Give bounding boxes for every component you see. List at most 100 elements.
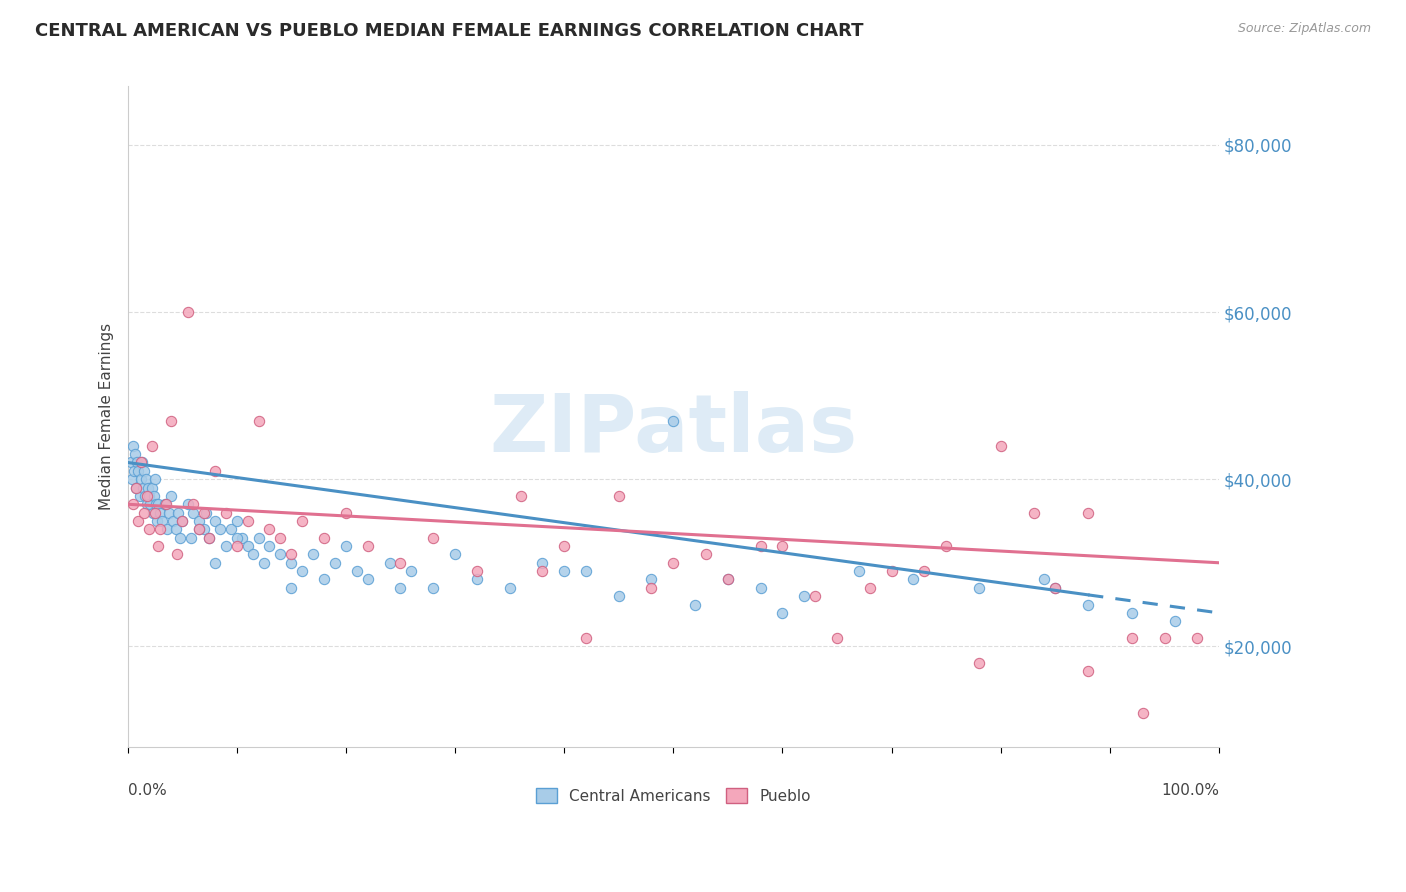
Point bbox=[160, 489, 183, 503]
Point bbox=[291, 514, 314, 528]
Point bbox=[153, 497, 176, 511]
Point bbox=[142, 506, 165, 520]
Point bbox=[225, 531, 247, 545]
Legend: Central Americans, Pueblo: Central Americans, Pueblo bbox=[527, 780, 818, 812]
Point bbox=[389, 556, 412, 570]
Point bbox=[280, 556, 302, 570]
Point bbox=[662, 556, 685, 570]
Point bbox=[607, 589, 630, 603]
Point bbox=[259, 539, 281, 553]
Point bbox=[640, 573, 662, 587]
Point bbox=[187, 522, 209, 536]
Point bbox=[253, 556, 276, 570]
Point bbox=[1033, 573, 1056, 587]
Point bbox=[772, 539, 794, 553]
Point bbox=[219, 522, 242, 536]
Point bbox=[143, 472, 166, 486]
Point bbox=[209, 522, 232, 536]
Point bbox=[531, 564, 554, 578]
Point bbox=[1045, 581, 1067, 595]
Point bbox=[134, 489, 156, 503]
Point bbox=[187, 522, 209, 536]
Point bbox=[793, 589, 815, 603]
Point bbox=[142, 489, 165, 503]
Point bbox=[120, 455, 142, 469]
Point bbox=[575, 564, 598, 578]
Point bbox=[553, 564, 575, 578]
Point bbox=[1077, 665, 1099, 679]
Point bbox=[575, 631, 598, 645]
Point bbox=[146, 514, 169, 528]
Point bbox=[749, 539, 772, 553]
Point bbox=[149, 522, 172, 536]
Point bbox=[280, 548, 302, 562]
Point bbox=[125, 481, 148, 495]
Point bbox=[662, 414, 685, 428]
Point bbox=[169, 531, 191, 545]
Point bbox=[162, 514, 184, 528]
Point bbox=[165, 522, 187, 536]
Point bbox=[312, 573, 335, 587]
Point bbox=[225, 514, 247, 528]
Point bbox=[231, 531, 253, 545]
Point bbox=[1121, 606, 1143, 620]
Point bbox=[145, 497, 167, 511]
Point bbox=[444, 548, 467, 562]
Point bbox=[124, 447, 146, 461]
Point bbox=[127, 514, 149, 528]
Point bbox=[990, 439, 1012, 453]
Point bbox=[465, 573, 488, 587]
Point bbox=[967, 656, 990, 670]
Point bbox=[172, 514, 194, 528]
Point bbox=[135, 472, 157, 486]
Point bbox=[129, 472, 152, 486]
Point bbox=[166, 548, 188, 562]
Point bbox=[269, 548, 291, 562]
Point bbox=[1132, 706, 1154, 721]
Point bbox=[880, 564, 903, 578]
Point bbox=[180, 531, 202, 545]
Point bbox=[193, 506, 215, 520]
Point bbox=[132, 506, 155, 520]
Point bbox=[1045, 581, 1067, 595]
Point bbox=[247, 531, 270, 545]
Point bbox=[132, 481, 155, 495]
Point bbox=[157, 506, 180, 520]
Point bbox=[401, 564, 423, 578]
Point bbox=[1077, 506, 1099, 520]
Point bbox=[146, 539, 169, 553]
Point bbox=[204, 464, 226, 478]
Point bbox=[127, 464, 149, 478]
Text: CENTRAL AMERICAN VS PUEBLO MEDIAN FEMALE EARNINGS CORRELATION CHART: CENTRAL AMERICAN VS PUEBLO MEDIAN FEMALE… bbox=[35, 22, 863, 40]
Point bbox=[160, 414, 183, 428]
Point bbox=[181, 506, 204, 520]
Point bbox=[155, 497, 177, 511]
Point bbox=[193, 522, 215, 536]
Text: ZIPatlas: ZIPatlas bbox=[489, 391, 858, 468]
Point bbox=[128, 489, 150, 503]
Point bbox=[215, 506, 238, 520]
Point bbox=[1187, 631, 1209, 645]
Point bbox=[259, 522, 281, 536]
Point bbox=[143, 506, 166, 520]
Point bbox=[269, 531, 291, 545]
Point bbox=[825, 631, 848, 645]
Point bbox=[695, 548, 717, 562]
Point bbox=[607, 489, 630, 503]
Point bbox=[121, 472, 143, 486]
Point bbox=[912, 564, 935, 578]
Text: Source: ZipAtlas.com: Source: ZipAtlas.com bbox=[1237, 22, 1371, 36]
Point bbox=[1022, 506, 1045, 520]
Point bbox=[302, 548, 325, 562]
Point bbox=[749, 581, 772, 595]
Point bbox=[903, 573, 925, 587]
Point bbox=[553, 539, 575, 553]
Text: 100.0%: 100.0% bbox=[1161, 783, 1219, 798]
Point bbox=[422, 581, 444, 595]
Point bbox=[247, 414, 270, 428]
Point bbox=[772, 606, 794, 620]
Point bbox=[139, 497, 162, 511]
Point bbox=[146, 497, 169, 511]
Point bbox=[141, 439, 163, 453]
Point bbox=[125, 481, 148, 495]
